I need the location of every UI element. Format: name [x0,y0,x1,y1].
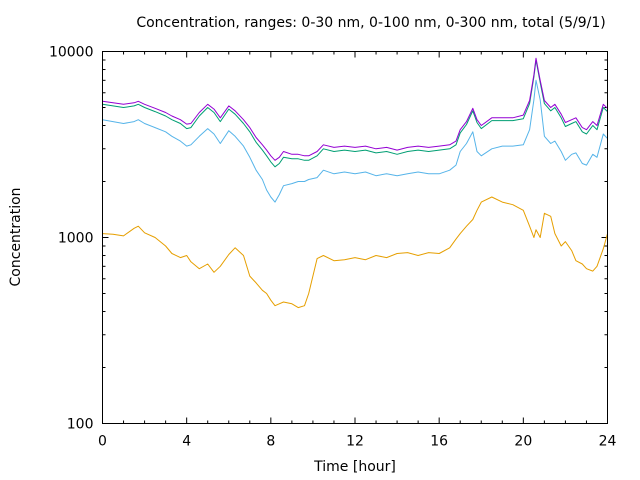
series-line-0-100-nm [102,79,608,203]
axis-ticks: 0 4 8 12 16 20 24 100 1000 10000 [49,45,617,450]
x-tick-label: 16 [430,434,448,450]
x-tick-label: 4 [182,434,191,450]
x-axis-label: Time [hour] [313,459,396,475]
series-line-0-300-nm [102,59,608,168]
x-tick-label: 24 [599,434,617,450]
x-tick-label: 0 [98,434,107,450]
x-tick-label: 12 [346,434,364,450]
y-tick-label: 10000 [49,45,94,61]
series-line-total [102,57,608,161]
chart-title: Concentration, ranges: 0-30 nm, 0-100 nm… [136,15,605,31]
y-tick-label: 100 [67,417,94,433]
y-axis-label: Concentration [8,187,24,286]
series-group [102,57,608,309]
y-tick-label: 1000 [58,231,94,247]
series-line-0-30-nm [102,196,608,309]
x-tick-label: 8 [266,434,275,450]
x-tick-label: 20 [514,434,532,450]
plot-frame [102,51,608,424]
